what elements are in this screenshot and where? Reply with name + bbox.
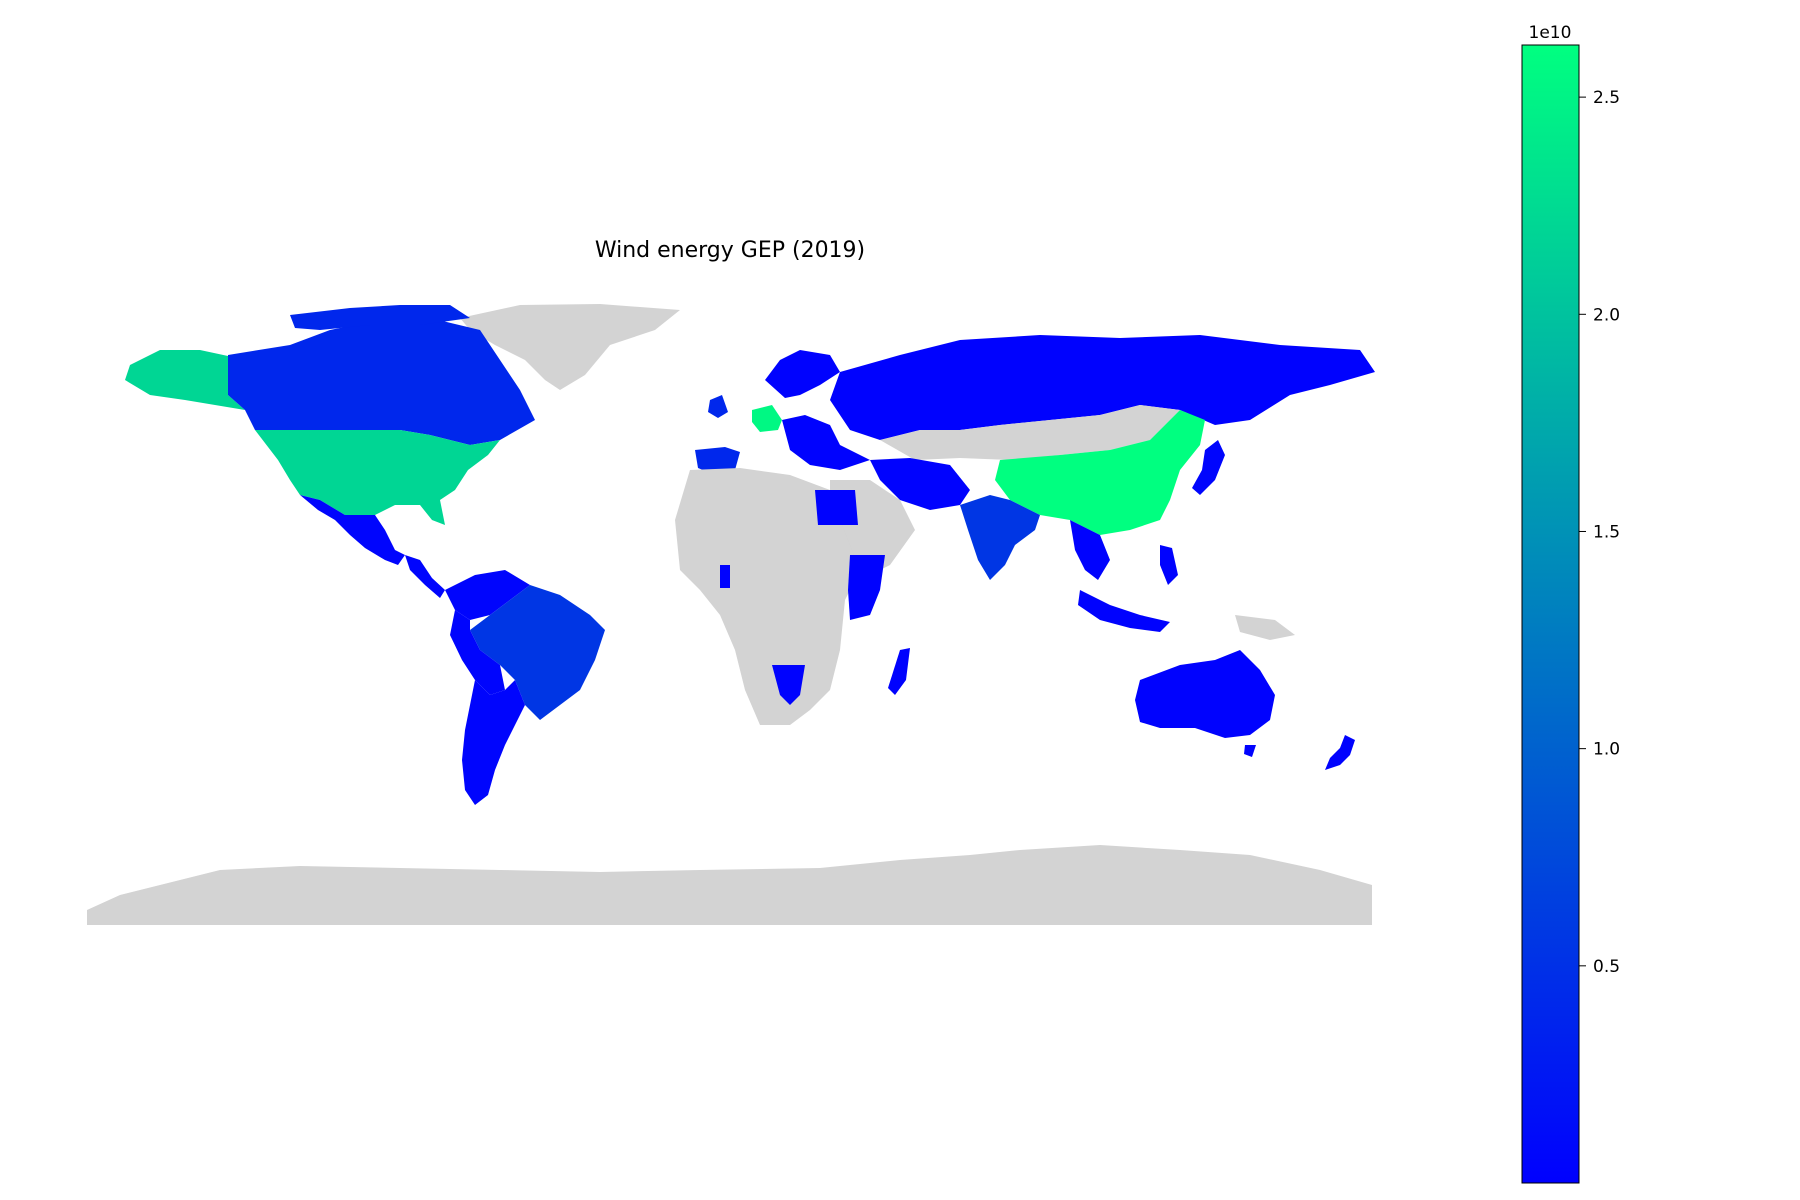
region-china (995, 410, 1205, 535)
region-canada-islands (290, 305, 470, 330)
region-tasmania (1244, 745, 1256, 757)
region-madagascar (888, 648, 910, 695)
region-scandinavia (765, 350, 840, 398)
region-namibia (772, 665, 805, 705)
region-east-europe (782, 415, 870, 470)
region-ethiopia-kenya (848, 555, 885, 620)
region-canada (228, 318, 535, 445)
region-india (960, 495, 1040, 580)
region-central-asia (880, 405, 1180, 460)
region-west-sa (450, 610, 505, 695)
region-spain (695, 447, 740, 475)
region-africa (675, 468, 860, 725)
region-greenland (460, 304, 680, 390)
region-russia (830, 335, 1375, 440)
region-iran (870, 458, 970, 510)
region-alaska (125, 350, 245, 410)
colorbar-tick-label: 2.5 (1593, 88, 1620, 108)
region-north-sa (445, 570, 530, 620)
colorbar-offset-label: 1e10 (1529, 23, 1572, 43)
region-uk (708, 395, 728, 418)
region-australia (1135, 650, 1275, 738)
region-germany (752, 405, 782, 432)
region-antarctica (87, 845, 1372, 925)
colorbar-tick-label: 0.5 (1593, 957, 1620, 977)
region-brazil (470, 585, 605, 720)
region-new-guinea (1235, 615, 1295, 640)
region-se-asia (1070, 520, 1110, 580)
region-japan (1192, 440, 1225, 495)
colorbar-tick-label: 2.0 (1593, 305, 1620, 325)
colorbar-ticks: 0.5 1.0 1.5 2.0 2.5 (1579, 88, 1620, 977)
region-egypt (815, 490, 858, 525)
region-new-zealand (1325, 735, 1355, 770)
region-ghana (720, 565, 730, 588)
region-philippines (1160, 545, 1178, 585)
colorbar-gradient (1521, 44, 1580, 1184)
region-mexico (300, 495, 405, 565)
colorbar-tick-label: 1.5 (1593, 522, 1620, 542)
region-indonesia (1078, 590, 1170, 632)
map-title: Wind energy GEP (2019) (594, 238, 866, 263)
region-central-america (405, 555, 445, 598)
region-argentina (462, 680, 525, 805)
region-usa (255, 430, 500, 525)
colorbar-tick-label: 1.0 (1593, 740, 1620, 760)
